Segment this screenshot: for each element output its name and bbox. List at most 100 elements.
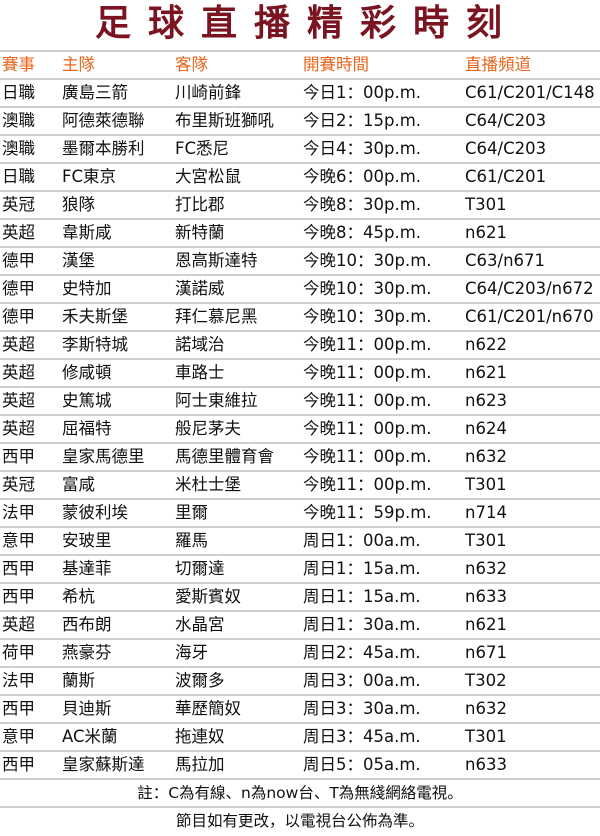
home-team: FC東京: [62, 167, 117, 186]
channel: n633: [465, 755, 507, 774]
league: 西甲: [2, 755, 35, 774]
table-row: 英超 韋斯咸 新特蘭 今晚8：45p.m. n621: [0, 218, 600, 246]
table-row: 澳職 阿德萊德聯 布里斯班獅吼 今日2：15p.m. C64/C203: [0, 106, 600, 134]
channel: C64/C203/n672: [465, 279, 594, 298]
home-team: 基達菲: [62, 559, 112, 578]
channel: n671: [465, 643, 507, 662]
league: 英冠: [2, 195, 35, 214]
away-team: 新特蘭: [175, 223, 225, 242]
table-row: 西甲 基達菲 切爾達 周日1：15a.m. n632: [0, 554, 600, 582]
kickoff-time: 今晚8：45p.m.: [303, 223, 422, 242]
channel: n633: [465, 587, 507, 606]
home-team: 蘭斯: [62, 671, 95, 690]
table-row: 德甲 禾夫斯堡 拜仁慕尼黑 今晚10：30p.m. C61/C201/n670: [0, 302, 600, 330]
home-team: 李斯特城: [62, 335, 128, 354]
channel: n623: [465, 391, 507, 410]
away-team: 川崎前鋒: [175, 83, 241, 102]
channel: C61/C201/n670: [465, 307, 594, 326]
kickoff-time: 今日4：30p.m.: [303, 139, 422, 158]
header-time: 開賽時間: [303, 55, 369, 74]
channel: C64/C203: [465, 111, 547, 130]
table-row: 英冠 富咸 米杜士堡 今晚11：00p.m. T301: [0, 470, 600, 498]
home-team: 韋斯咸: [62, 223, 112, 242]
away-team: 打比郡: [175, 195, 225, 214]
kickoff-time: 今晚6：00p.m.: [303, 167, 422, 186]
away-team: 大宮松鼠: [175, 167, 241, 186]
home-team: 修咸頓: [62, 363, 112, 382]
channel: n622: [465, 335, 507, 354]
home-team: 皇家蘇斯達: [62, 755, 145, 774]
league: 法甲: [2, 503, 35, 522]
channel: n632: [465, 699, 507, 718]
home-team: 史篤城: [62, 391, 112, 410]
channel: n621: [465, 363, 507, 382]
channel: n621: [465, 615, 507, 634]
kickoff-time: 周日1：30a.m.: [303, 615, 421, 634]
table-row: 日職 廣島三箭 川崎前鋒 今日1：00p.m. C61/C201/C148: [0, 78, 600, 106]
table-row: 意甲 AC米蘭 拖連奴 周日3：45a.m. T301: [0, 722, 600, 750]
kickoff-time: 周日1：15a.m.: [303, 587, 421, 606]
channel: n621: [465, 223, 507, 242]
channel: T301: [465, 475, 507, 494]
home-team: 燕豪芬: [62, 643, 112, 662]
home-team: 狼隊: [62, 195, 95, 214]
away-team: 拖連奴: [175, 727, 225, 746]
home-team: 安玻里: [62, 531, 112, 550]
kickoff-time: 今晚11：00p.m.: [303, 419, 432, 438]
away-team: 恩高斯達特: [175, 251, 258, 270]
table-row: 法甲 蒙彼利埃 里爾 今晚11：59p.m. n714: [0, 498, 600, 526]
league: 德甲: [2, 307, 35, 326]
kickoff-time: 今晚10：30p.m.: [303, 279, 432, 298]
away-team: 阿士東維拉: [175, 391, 258, 410]
league: 意甲: [2, 531, 35, 550]
channel: T302: [465, 671, 507, 690]
kickoff-time: 周日1：00a.m.: [303, 531, 421, 550]
away-team: 布里斯班獅吼: [175, 111, 274, 130]
away-team: 羅馬: [175, 531, 208, 550]
home-team: 蒙彼利埃: [62, 503, 128, 522]
away-team: 米杜士堡: [175, 475, 241, 494]
away-team: 波爾多: [175, 671, 225, 690]
channel: T301: [465, 195, 507, 214]
league: 西甲: [2, 699, 35, 718]
table-row: 英超 修咸頓 車路士 今晚11：00p.m. n621: [0, 358, 600, 386]
kickoff-time: 今晚11：00p.m.: [303, 391, 432, 410]
table-row: 意甲 安玻里 羅馬 周日1：00a.m. T301: [0, 526, 600, 554]
channel: T301: [465, 531, 507, 550]
header-channel: 直播頻道: [465, 55, 531, 74]
league: 西甲: [2, 587, 35, 606]
kickoff-time: 周日5：05a.m.: [303, 755, 421, 774]
home-team: 貝迪斯: [62, 699, 112, 718]
table-row: 西甲 貝迪斯 華歷簡奴 周日3：30a.m. n632: [0, 694, 600, 722]
kickoff-time: 周日3：30a.m.: [303, 699, 421, 718]
kickoff-time: 今晚11：00p.m.: [303, 447, 432, 466]
league: 法甲: [2, 671, 35, 690]
table-body: 日職 廣島三箭 川崎前鋒 今日1：00p.m. C61/C201/C148 澳職 阿德萊德聯…: [0, 78, 600, 778]
home-team: 西布朗: [62, 615, 112, 634]
home-team: 皇家馬德里: [62, 447, 145, 466]
channel: T301: [465, 727, 507, 746]
league: 西甲: [2, 559, 35, 578]
league: 澳職: [2, 111, 35, 130]
kickoff-time: 今日1：00p.m.: [303, 83, 422, 102]
league: 德甲: [2, 251, 35, 270]
table-row: 德甲 漢堡 恩高斯達特 今晚10：30p.m. C63/n671: [0, 246, 600, 274]
league: 西甲: [2, 447, 35, 466]
kickoff-time: 今晚11：00p.m.: [303, 363, 432, 382]
home-team: 屈福特: [62, 419, 112, 438]
away-team: 里爾: [175, 503, 208, 522]
channel: C64/C203: [465, 139, 547, 158]
home-team: 墨爾本勝利: [62, 139, 145, 158]
header-away: 客隊: [175, 55, 208, 74]
header-home: 主隊: [62, 55, 95, 74]
league: 荷甲: [2, 643, 35, 662]
away-team: 華歷簡奴: [175, 699, 241, 718]
kickoff-time: 今晚11：00p.m.: [303, 475, 432, 494]
away-team: 馬德里體育會: [175, 447, 274, 466]
table-row: 澳職 墨爾本勝利 FC悉尼 今日4：30p.m. C64/C203: [0, 134, 600, 162]
page-title: 足球直播精彩時刻: [94, 3, 519, 44]
league: 英超: [2, 363, 35, 382]
home-team: 希杭: [62, 587, 95, 606]
home-team: 史特加: [62, 279, 112, 298]
kickoff-time: 今日2：15p.m.: [303, 111, 422, 130]
